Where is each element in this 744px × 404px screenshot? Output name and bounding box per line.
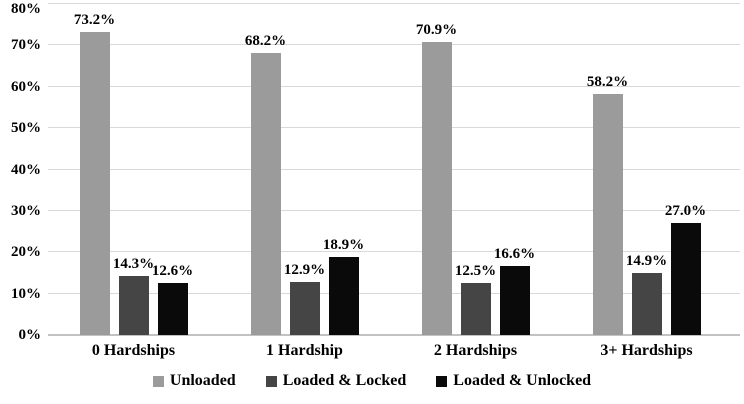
y-tick-label: 30% bbox=[11, 202, 41, 219]
bar-wrap: 68.2% bbox=[245, 4, 286, 335]
x-axis-labels: 0 Hardships 1 Hardship 2 Hardships 3+ Hards… bbox=[48, 341, 732, 360]
bar-groups: 73.2% 14.3% 12.6% 68.2% 12.9% 18.9% 70.9% 12.5%… bbox=[48, 4, 732, 335]
bar-value-label: 27.0% bbox=[664, 203, 707, 220]
bar bbox=[499, 266, 530, 335]
x-category-label-2: 1 Hardship bbox=[266, 342, 343, 359]
y-tick-label: 0% bbox=[18, 327, 42, 343]
y-tick-label: 60% bbox=[11, 78, 41, 95]
bar-value-label: 73.2% bbox=[73, 12, 116, 29]
x-category-label-4: 3+ Hardships bbox=[600, 342, 693, 359]
bar-value-label: 70.9% bbox=[415, 21, 458, 38]
legend: Unloaded Loaded & Locked Loaded & Unlocked bbox=[0, 372, 744, 390]
y-tick-label: 40% bbox=[11, 161, 41, 178]
legend-swatch-icon bbox=[152, 375, 164, 387]
gridline-20 bbox=[48, 251, 740, 253]
bar bbox=[157, 282, 188, 335]
legend-label: Unloaded bbox=[169, 372, 236, 389]
gridline-0 bbox=[48, 334, 740, 336]
bar-wrap: 14.3% bbox=[113, 4, 154, 335]
legend-item: Loaded & Locked bbox=[265, 372, 407, 390]
legend-swatch-icon bbox=[436, 375, 448, 387]
bar bbox=[250, 52, 281, 335]
legend-swatch-icon bbox=[265, 375, 277, 387]
bar-value-label: 12.5% bbox=[454, 263, 497, 280]
gridline-70 bbox=[48, 44, 740, 46]
bar-value-label: 14.3% bbox=[112, 255, 155, 272]
bar-value-label: 14.9% bbox=[625, 253, 668, 270]
bar bbox=[670, 223, 701, 335]
bar-value-label: 18.9% bbox=[322, 236, 365, 253]
bar bbox=[631, 273, 662, 335]
legend-label: Loaded & Locked bbox=[282, 372, 407, 389]
y-tick-label: 10% bbox=[11, 285, 41, 302]
gridline-40 bbox=[48, 168, 740, 170]
bar bbox=[421, 41, 452, 335]
bar-wrap: 70.9% bbox=[416, 4, 457, 335]
bar-wrap: 16.6% bbox=[494, 4, 535, 335]
y-axis: 0% 10% 20% 30% 40% 50% 60% 70% 80% bbox=[0, 1, 43, 343]
legend-label: Loaded & Unlocked bbox=[453, 372, 592, 389]
bar-wrap: 58.2% bbox=[587, 4, 628, 335]
bar-group-2: 68.2% 12.9% 18.9% bbox=[219, 4, 390, 335]
y-tick-label: 50% bbox=[11, 120, 41, 137]
bar-wrap: 12.5% bbox=[455, 4, 496, 335]
y-tick-label: 20% bbox=[11, 244, 41, 261]
y-tick-label: 70% bbox=[11, 37, 41, 54]
bar-value-label: 68.2% bbox=[244, 32, 287, 49]
gridline-10 bbox=[48, 292, 740, 294]
bar-value-label: 16.6% bbox=[493, 246, 536, 263]
y-tick-label: 80% bbox=[11, 1, 41, 17]
bar-value-label: 58.2% bbox=[586, 74, 629, 91]
bar-wrap: 12.6% bbox=[152, 4, 193, 335]
bar-group-1: 73.2% 14.3% 12.6% bbox=[48, 4, 219, 335]
bar-group-3: 70.9% 12.5% 16.6% bbox=[390, 4, 561, 335]
bar bbox=[118, 275, 149, 335]
gridline-60 bbox=[48, 85, 740, 87]
bar-group-4: 58.2% 14.9% 27.0% bbox=[561, 4, 732, 335]
gridline-50 bbox=[48, 127, 740, 129]
bar bbox=[328, 256, 359, 335]
bar-wrap: 27.0% bbox=[665, 4, 706, 335]
bar-wrap: 12.9% bbox=[284, 4, 325, 335]
x-category-label-1: 0 Hardships bbox=[91, 342, 176, 359]
bar bbox=[460, 283, 491, 335]
legend-item: Unloaded bbox=[152, 372, 236, 390]
bar-wrap: 18.9% bbox=[323, 4, 364, 335]
bar-value-label: 12.6% bbox=[151, 262, 194, 279]
gridline-80 bbox=[48, 3, 740, 4]
bar bbox=[79, 32, 110, 335]
bar-wrap: 14.9% bbox=[626, 4, 667, 335]
x-category-label-3: 2 Hardships bbox=[433, 342, 518, 359]
bar-wrap: 73.2% bbox=[74, 4, 115, 335]
bar-value-label: 12.9% bbox=[283, 261, 326, 278]
bar bbox=[289, 281, 320, 335]
gridline-30 bbox=[48, 209, 740, 211]
legend-item: Loaded & Unlocked bbox=[436, 372, 591, 390]
plot-area: 73.2% 14.3% 12.6% 68.2% 12.9% 18.9% 70.9% 12.5%… bbox=[48, 3, 740, 336]
bar bbox=[592, 94, 623, 335]
